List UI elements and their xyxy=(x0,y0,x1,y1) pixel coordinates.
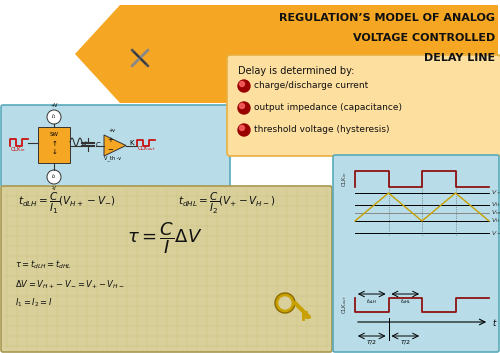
Text: SW: SW xyxy=(50,132,58,138)
Polygon shape xyxy=(75,5,498,103)
Text: $V_{H+}$: $V_{H+}$ xyxy=(491,201,500,209)
Text: $\Delta V = V_{H+} - V_{-} = V_{+} - V_{H-}$: $\Delta V = V_{H+} - V_{-} = V_{+} - V_{… xyxy=(15,279,124,291)
Text: Delay is determined by:: Delay is determined by: xyxy=(238,66,354,76)
Text: +: + xyxy=(107,137,113,143)
Text: $t$: $t$ xyxy=(492,317,498,328)
Text: $t_{dHL} = \dfrac{C}{I_2}(V_{+} - V_{H-})$: $t_{dHL} = \dfrac{C}{I_2}(V_{+} - V_{H-}… xyxy=(178,191,276,216)
FancyBboxPatch shape xyxy=(38,127,70,163)
Text: +V: +V xyxy=(50,103,58,108)
Text: charge/discharge current: charge/discharge current xyxy=(254,82,368,90)
Circle shape xyxy=(238,102,250,114)
Text: $\tau = t_{dLH} = t_{dHL}$: $\tau = t_{dLH} = t_{dHL}$ xyxy=(15,259,72,271)
Text: REGULATION’S MODEL OF ANALOG: REGULATION’S MODEL OF ANALOG xyxy=(279,13,495,23)
FancyBboxPatch shape xyxy=(333,155,499,352)
Text: $\downarrow$: $\downarrow$ xyxy=(50,146,58,156)
Text: CLK$_{in}$: CLK$_{in}$ xyxy=(10,145,26,154)
Text: $t_{dHL}$: $t_{dHL}$ xyxy=(400,297,411,306)
Circle shape xyxy=(279,297,291,309)
Text: $I_2$: $I_2$ xyxy=(51,173,57,181)
Text: CLK$_{out}$: CLK$_{out}$ xyxy=(137,144,156,153)
FancyBboxPatch shape xyxy=(1,105,230,187)
Text: $V_+$: $V_+$ xyxy=(491,189,500,197)
Circle shape xyxy=(238,124,250,136)
Text: threshold voltage (hysteresis): threshold voltage (hysteresis) xyxy=(254,126,390,134)
Circle shape xyxy=(275,293,295,313)
Text: output impedance (capacitance): output impedance (capacitance) xyxy=(254,103,402,113)
Text: K: K xyxy=(129,140,134,146)
Circle shape xyxy=(238,80,250,92)
Text: CLK$_{in}$: CLK$_{in}$ xyxy=(340,171,349,187)
Text: +v: +v xyxy=(108,128,116,133)
Text: $t_{dLH}$: $t_{dLH}$ xyxy=(366,297,378,306)
Circle shape xyxy=(240,126,244,131)
Circle shape xyxy=(47,170,61,184)
Text: CLK$_{out}$: CLK$_{out}$ xyxy=(340,295,349,315)
Text: −: − xyxy=(107,147,113,153)
Text: VOLTAGE CONTROLLED: VOLTAGE CONTROLLED xyxy=(353,33,495,43)
Text: $T/2$: $T/2$ xyxy=(366,338,378,346)
Circle shape xyxy=(240,82,244,86)
Text: $I_1$: $I_1$ xyxy=(51,113,57,121)
Text: $V_{H-}$: $V_{H-}$ xyxy=(491,216,500,226)
Text: $\tau = \dfrac{C}{I}\Delta V$: $\tau = \dfrac{C}{I}\Delta V$ xyxy=(128,220,202,256)
FancyBboxPatch shape xyxy=(1,186,332,352)
Text: $I_1 = I_2 = I$: $I_1 = I_2 = I$ xyxy=(15,297,52,309)
Circle shape xyxy=(240,103,244,108)
Text: $t_{dLH} = \dfrac{C}{I_1}(V_{H+} - V_{-})$: $t_{dLH} = \dfrac{C}{I_1}(V_{H+} - V_{-}… xyxy=(18,191,116,216)
Polygon shape xyxy=(104,135,126,156)
Text: -V: -V xyxy=(52,186,57,191)
Circle shape xyxy=(47,110,61,124)
Text: V_th -v: V_th -v xyxy=(104,155,120,161)
Text: $\uparrow$: $\uparrow$ xyxy=(50,138,58,148)
Text: C: C xyxy=(96,142,101,148)
Text: $T/2$: $T/2$ xyxy=(400,338,411,346)
FancyBboxPatch shape xyxy=(227,55,500,156)
Text: DELAY LINE: DELAY LINE xyxy=(424,53,495,63)
Text: $V_m$: $V_m$ xyxy=(491,209,500,217)
Text: $V_-$: $V_-$ xyxy=(491,229,500,237)
